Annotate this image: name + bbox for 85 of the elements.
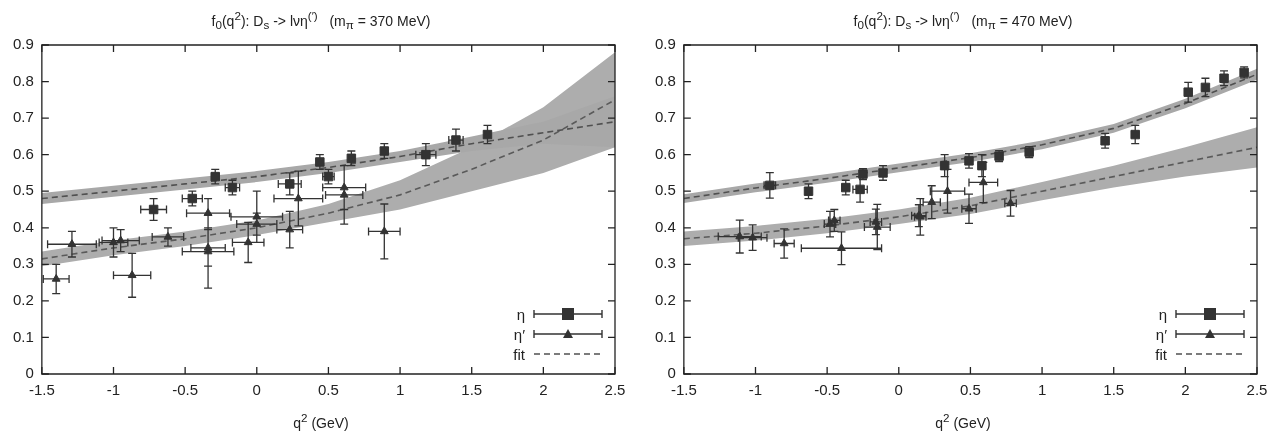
point bbox=[339, 189, 349, 198]
point bbox=[67, 239, 77, 247]
point bbox=[964, 156, 974, 166]
y-tick-label: 0.1 bbox=[654, 327, 676, 345]
point bbox=[252, 211, 262, 220]
point bbox=[1183, 87, 1193, 97]
point bbox=[379, 226, 389, 235]
point bbox=[163, 231, 173, 240]
point bbox=[109, 237, 118, 246]
point bbox=[243, 237, 253, 246]
x-tick-label: -0.5 bbox=[172, 381, 199, 399]
x-tick-label: -0.5 bbox=[814, 381, 841, 399]
x-tick-label: -1 bbox=[106, 381, 121, 399]
x-tick-label: 2 bbox=[1181, 381, 1190, 399]
x-tick-label: 0.5 bbox=[960, 381, 981, 399]
chart-title: f$_{0}$(q$^{2}$): D$_{s}$ -> lνη$^{(′)}$ (m$_{π}$ = 470 MeV) bbox=[853, 9, 1073, 32]
point bbox=[252, 219, 262, 227]
x-tick-label: 1.5 bbox=[461, 381, 483, 399]
y-tick-label: 0.8 bbox=[12, 71, 34, 89]
y-tick-label: 0.9 bbox=[654, 35, 676, 53]
x-axis-title: q$^{2}$ (GeV) bbox=[293, 410, 349, 432]
x-tick-label: 1 bbox=[395, 381, 405, 399]
point bbox=[735, 231, 745, 240]
point bbox=[939, 160, 950, 171]
y-tick-label: 0.7 bbox=[12, 108, 34, 126]
x-tick-label: -1.5 bbox=[28, 381, 55, 399]
y-tick-label: 0.1 bbox=[12, 327, 34, 345]
legend-label: η′ bbox=[1155, 325, 1167, 343]
x-tick-label: 0 bbox=[894, 381, 903, 399]
point bbox=[779, 238, 789, 247]
y-tick-label: 0.6 bbox=[12, 144, 34, 162]
x-tick-label: 2.5 bbox=[1246, 381, 1268, 399]
line-series bbox=[41, 99, 615, 260]
point bbox=[285, 224, 295, 233]
point bbox=[837, 243, 846, 251]
chart-title: f$_{0}$(q$^{2}$): D$_{s}$ -> lνη$^{(′)}$ (m$_{π}$ = 370 MeV) bbox=[211, 9, 431, 32]
x-tick-label: 1 bbox=[1037, 381, 1047, 399]
point bbox=[148, 204, 159, 215]
legend-label: fit bbox=[513, 345, 525, 363]
y-tick-label: 0.5 bbox=[654, 181, 676, 199]
legend-label: η bbox=[1158, 305, 1167, 323]
y-tick-label: 0.4 bbox=[654, 217, 676, 235]
point bbox=[977, 160, 987, 171]
point bbox=[803, 186, 814, 196]
point bbox=[127, 270, 137, 279]
point bbox=[748, 232, 758, 241]
x-tick-label: 2 bbox=[539, 381, 548, 399]
y-tick-label: 0 bbox=[667, 364, 676, 382]
y-tick-label: 0 bbox=[25, 364, 34, 382]
point bbox=[878, 168, 888, 178]
y-tick-label: 0.4 bbox=[12, 217, 34, 235]
point bbox=[116, 235, 126, 244]
legend-label: fit bbox=[1155, 345, 1167, 363]
x-tick-label: -1.5 bbox=[670, 381, 697, 399]
x-tick-label: 1.5 bbox=[1103, 381, 1125, 399]
point bbox=[51, 273, 61, 282]
point bbox=[339, 182, 349, 191]
point bbox=[421, 149, 431, 160]
point bbox=[293, 193, 303, 202]
point bbox=[927, 197, 937, 205]
x-tick-label: 2.5 bbox=[604, 381, 626, 399]
y-tick-label: 0.6 bbox=[654, 144, 676, 162]
point bbox=[943, 186, 952, 194]
point bbox=[1130, 129, 1140, 140]
point bbox=[285, 179, 295, 189]
x-axis-title: q$^{2}$ (GeV) bbox=[935, 410, 991, 432]
point bbox=[978, 177, 988, 186]
point bbox=[482, 129, 493, 140]
point bbox=[203, 208, 213, 216]
y-tick-label: 0.3 bbox=[12, 254, 34, 272]
y-tick-label: 0.8 bbox=[654, 71, 676, 89]
y-tick-label: 0.9 bbox=[12, 35, 34, 53]
point bbox=[964, 203, 974, 212]
y-tick-label: 0.7 bbox=[654, 108, 676, 126]
x-tick-label: -1 bbox=[748, 381, 763, 399]
y-tick-label: 0.2 bbox=[12, 291, 34, 309]
legend-label: η bbox=[516, 305, 525, 323]
point bbox=[1100, 136, 1110, 146]
legend-label: η′ bbox=[513, 325, 525, 343]
point bbox=[1200, 82, 1211, 93]
y-tick-label: 0.3 bbox=[654, 254, 676, 272]
x-tick-label: 0.5 bbox=[318, 381, 339, 399]
y-tick-label: 0.2 bbox=[654, 291, 676, 309]
x-tick-label: 0 bbox=[252, 381, 261, 399]
y-tick-label: 0.5 bbox=[12, 181, 34, 199]
